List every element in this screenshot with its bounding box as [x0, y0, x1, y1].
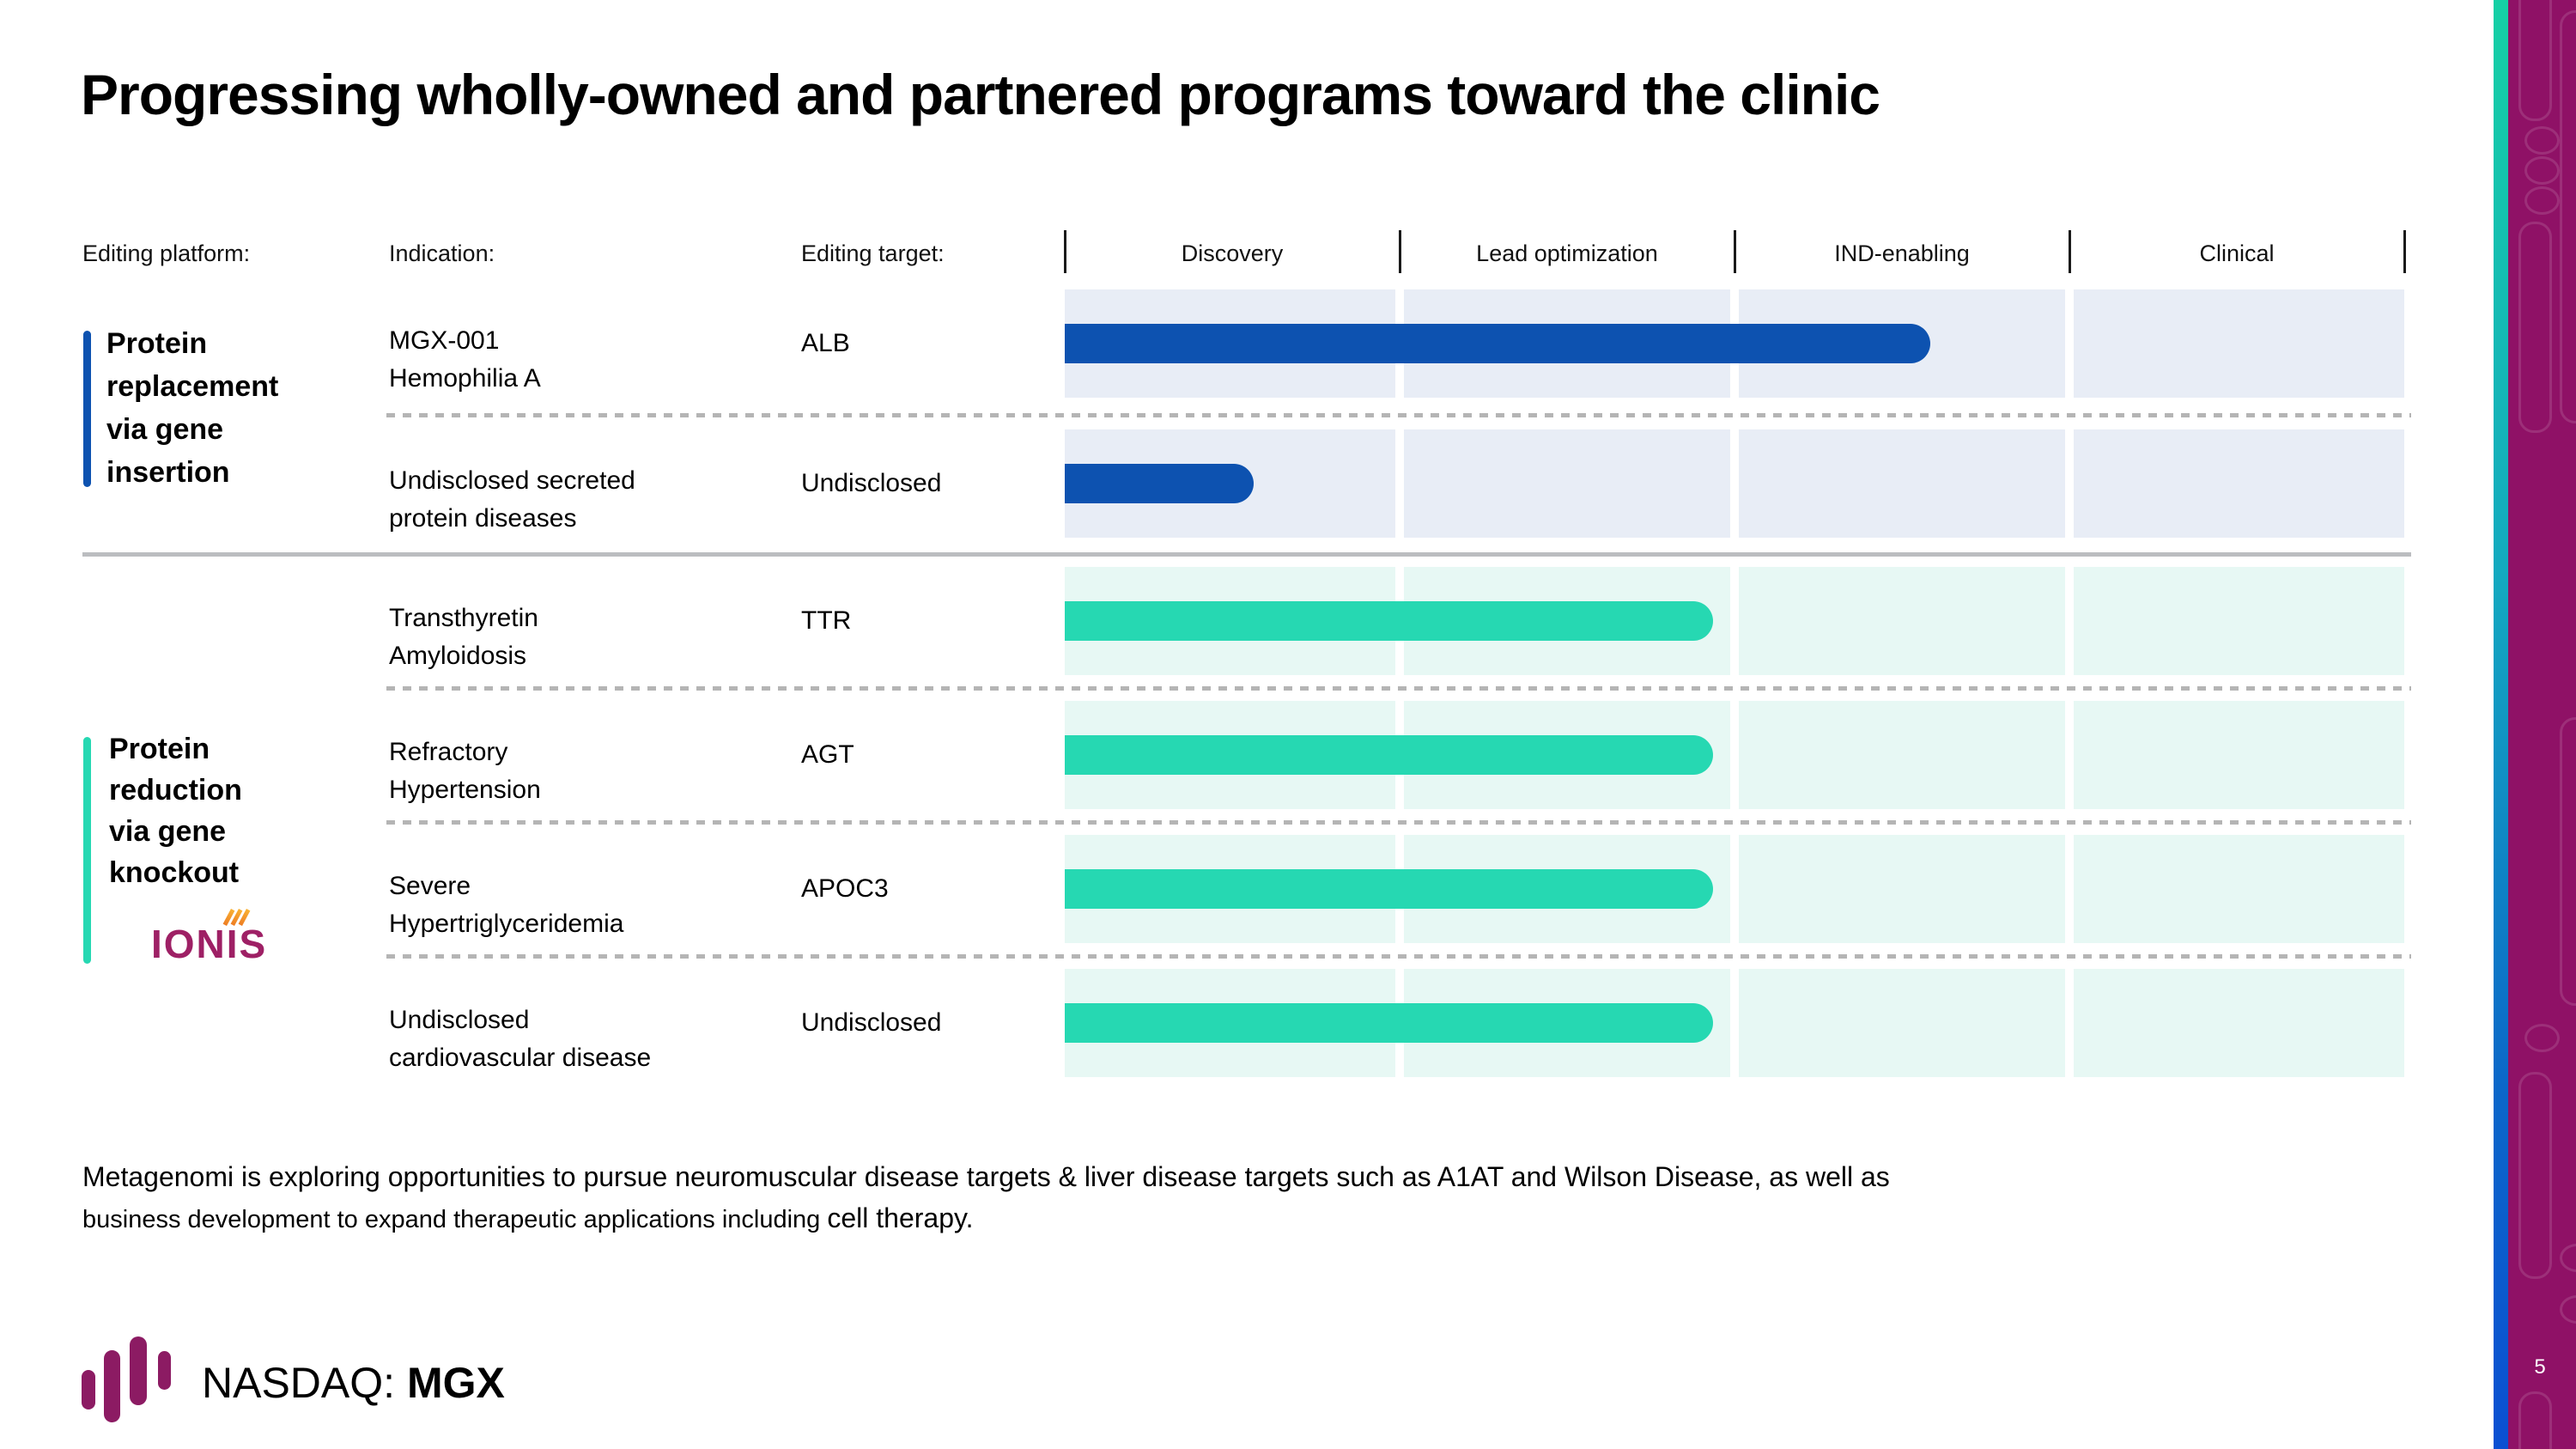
stage-header-discovery: Discovery: [1181, 240, 1284, 266]
row-separator-dotted: [386, 954, 2411, 959]
stage-cell: [2074, 969, 2404, 1077]
stage-header-ind-enabling: IND-enabling: [1834, 240, 1970, 266]
stage-cell: [1739, 429, 2065, 538]
stage-cell: [1739, 567, 2065, 675]
edge-magenta-band: [2508, 0, 2576, 1449]
ionis-logo-text: IONIS: [151, 922, 268, 966]
ionis-logo: IONIS: [151, 908, 289, 966]
footer-note-line2: business development to expand therapeut…: [82, 1202, 974, 1233]
group-separator-line: [82, 552, 2411, 557]
sidebar-ornament-circle: [2524, 186, 2560, 215]
stage-cell: [2074, 289, 2404, 398]
sidebar-ornament-pill: [2518, 0, 2552, 121]
stage-divider-tick: [2069, 230, 2071, 273]
row-separator-dotted: [386, 686, 2411, 691]
sidebar-ornament-circle: [2524, 1024, 2560, 1052]
footer-note-line1: Metagenomi is exploring opportunities to…: [82, 1161, 1890, 1192]
target-label: APOC3: [801, 874, 889, 903]
indication-label: Severe Hypertriglyceridemia: [389, 872, 624, 938]
target-label: Undisclosed: [801, 1008, 942, 1037]
target-label: Undisclosed: [801, 469, 942, 497]
group-label-protein-replacement: Protein replacement via gene insertion: [106, 327, 279, 489]
stage-header-clinical: Clinical: [2199, 240, 2275, 266]
stage-cell: [1739, 835, 2065, 943]
indication-label: Refractory Hypertension: [389, 738, 541, 804]
progress-bar: [1065, 464, 1254, 503]
stage-cell: [2074, 835, 2404, 943]
column-header-indication: Indication:: [389, 240, 495, 266]
indication-label: Undisclosed secreted protein diseases: [389, 466, 635, 533]
stage-header-lead-optimization: Lead optimization: [1476, 240, 1658, 266]
sidebar-ornament-pill: [2560, 10, 2576, 423]
pipeline-row-agt: Refractory Hypertension AGT: [0, 701, 2576, 809]
row-separator-dotted: [386, 413, 2411, 417]
edge-gradient-stripe: [2494, 0, 2508, 1449]
target-label: TTR: [801, 606, 852, 635]
stage-cell: [1739, 969, 2065, 1077]
progress-bar: [1065, 324, 1930, 363]
ticker-exchange: NASDAQ:: [202, 1359, 396, 1407]
stage-divider-tick: [1064, 230, 1066, 273]
column-header-platform: Editing platform:: [82, 240, 251, 266]
pipeline-row-mgx001: MGX-001 Hemophilia A ALB: [0, 289, 2576, 398]
stage-divider-tick: [1734, 230, 1736, 273]
pipeline-row-apoc3: Severe Hypertriglyceridemia APOC3: [0, 835, 2576, 943]
group-accent-bar-insertion: [83, 331, 91, 487]
ticker: NASDAQ: MGX: [202, 1358, 505, 1408]
metagenomi-logo-icon: [82, 1331, 185, 1426]
indication-label: Undisclosed cardiovascular disease: [389, 1006, 652, 1072]
progress-bar: [1065, 735, 1713, 775]
sidebar-ornament-pill: [2518, 1072, 2552, 1279]
target-label: AGT: [801, 740, 854, 769]
page-number: 5: [2534, 1355, 2546, 1379]
sidebar-ornament-circle: [2560, 1295, 2576, 1324]
stage-divider-tick: [1399, 230, 1401, 273]
stage-cell: [2074, 429, 2404, 538]
group-label-protein-reduction: Protein reduction via gene knockout: [109, 733, 242, 889]
row-separator-dotted: [386, 820, 2411, 825]
sidebar-ornament-pill: [2518, 222, 2552, 433]
sidebar-ornament-circle: [2560, 1244, 2576, 1272]
pipeline-row-ttr: Transthyretin Amyloidosis TTR: [0, 567, 2576, 675]
ticker-symbol: MGX: [406, 1359, 505, 1407]
sidebar-ornament-circle: [2524, 156, 2560, 185]
column-header-target: Editing target:: [801, 240, 945, 266]
progress-bar: [1065, 869, 1713, 909]
progress-bar: [1065, 601, 1713, 641]
progress-bar: [1065, 1003, 1713, 1043]
stage-cell: [2074, 567, 2404, 675]
indication-label: Transthyretin Amyloidosis: [389, 604, 538, 670]
stage-cell: [2074, 701, 2404, 809]
target-label: ALB: [801, 329, 850, 357]
stage-cell: [1739, 701, 2065, 809]
sidebar-ornament-pill: [2518, 1391, 2552, 1449]
stage-cell: [1404, 429, 1730, 538]
indication-label: MGX-001 Hemophilia A: [389, 326, 541, 393]
sidebar-ornament-pill: [2560, 717, 2576, 1006]
stage-divider-tick: [2403, 230, 2406, 273]
group-accent-bar-knockout: [83, 737, 91, 964]
pipeline-row-undisclosed-cv: Undisclosed cardiovascular disease Undisc…: [0, 969, 2576, 1077]
pipeline-row-undisclosed-secreted: Undisclosed secreted protein diseases Und…: [0, 429, 2576, 538]
page-title: Progressing wholly-owned and partnered p…: [81, 63, 1880, 126]
sidebar-ornament-circle: [2524, 126, 2560, 155]
